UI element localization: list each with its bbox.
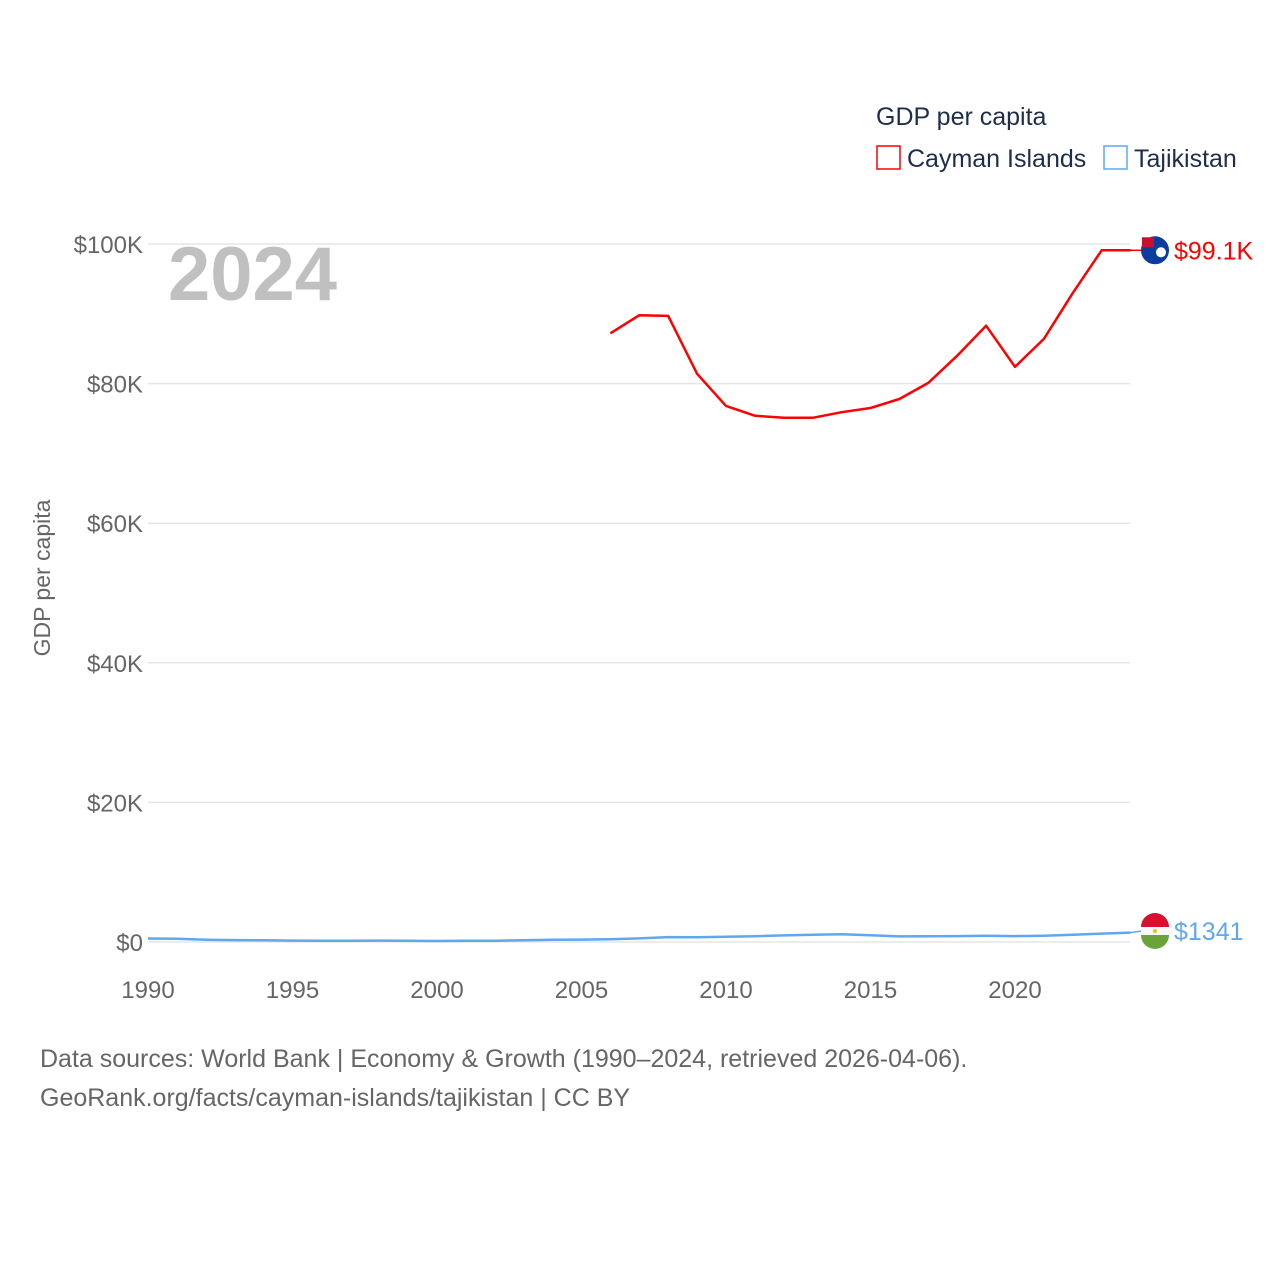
y-tick-label: $80K: [87, 372, 143, 399]
x-tick-label: 2020: [988, 977, 1041, 1004]
x-tick-label: 1990: [121, 977, 174, 1004]
year-label: 2024: [168, 232, 337, 317]
flag-red-band: [1141, 913, 1169, 927]
y-axis-label: GDP per capita: [29, 499, 55, 656]
end-value-label: $1341: [1174, 918, 1244, 946]
footer-sources: Data sources: World Bank | Economy & Gro…: [40, 1045, 968, 1073]
end-connector: [1129, 930, 1143, 934]
legend-item-label: Tajikistan: [1134, 145, 1237, 173]
y-tick-label: $20K: [87, 790, 143, 817]
x-tick-label: 2000: [410, 977, 463, 1004]
x-tick-label: 2010: [699, 977, 752, 1004]
flag-union-jack: [1142, 237, 1154, 248]
legend-title: GDP per capita: [876, 103, 1047, 131]
x-tick-label: 2005: [555, 977, 608, 1004]
y-tick-label: $100K: [74, 232, 143, 259]
y-tick-label: $60K: [87, 511, 143, 538]
footer-link[interactable]: GeoRank.org/facts/cayman-islands/tajikis…: [40, 1084, 631, 1112]
legend-swatch: [876, 145, 901, 170]
end-value-label: $99.1K: [1174, 237, 1254, 265]
chart: $0 $20K $40K $60K $80K $100K 1990 1995 2000 2005 2…: [29, 103, 1254, 1004]
x-tick-label: 1995: [266, 977, 319, 1004]
y-tick-label: $0: [116, 930, 143, 957]
series-line-cayman-islands: [609, 249, 1131, 420]
series-line-tajikistan: [147, 931, 1131, 943]
y-tick-label: $40K: [87, 651, 143, 678]
x-tick-label: 2015: [844, 977, 897, 1004]
legend-item-label: Cayman Islands: [907, 145, 1086, 173]
flag-crown: [1153, 929, 1157, 933]
legend-swatch: [1103, 145, 1128, 170]
flag-green-band: [1141, 935, 1169, 949]
flag-crest: [1156, 247, 1166, 258]
